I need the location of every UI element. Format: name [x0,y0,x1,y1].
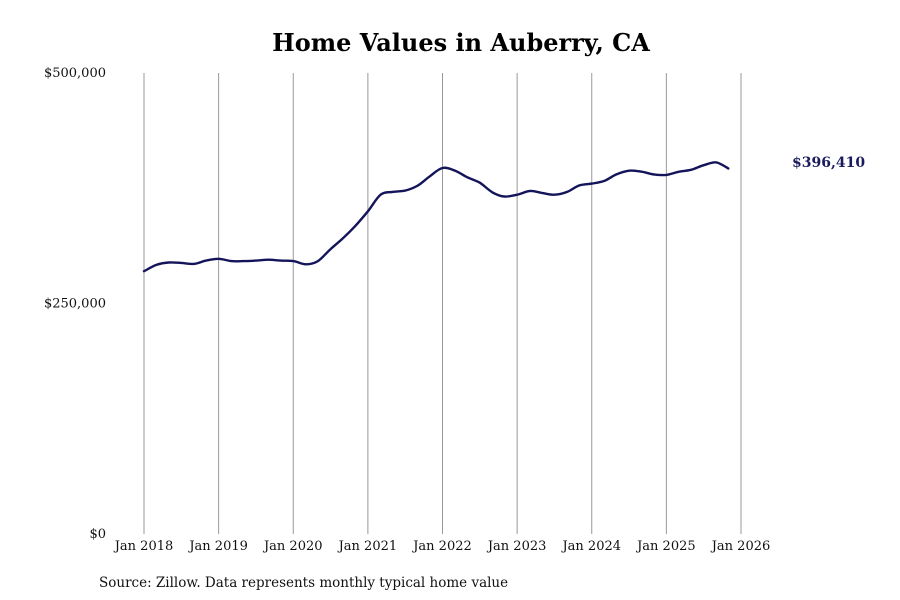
x-tick-label: Jan 2023 [486,539,547,554]
x-tick-label: Jan 2020 [262,539,323,554]
chart-title: Home Values in Auberry, CA [272,28,650,57]
y-axis-ticks: $0 $250,000 $500,000 [44,66,106,542]
source-note: Source: Zillow. Data represents monthly … [99,575,508,591]
x-tick-label: Jan 2022 [411,539,472,554]
x-tick-label: Jan 2025 [635,539,696,554]
x-tick-label: Jan 2026 [710,539,771,554]
series-layer [142,161,730,273]
x-axis-ticks: Jan 2018 Jan 2019 Jan 2020 Jan 2021 Jan 2022… [113,539,771,554]
series-line-0 [142,161,730,273]
y-tick-label: $0 [89,527,106,542]
grid-lines [143,73,742,534]
x-tick-label: Jan 2024 [560,539,621,554]
x-tick-label: Jan 2021 [337,539,398,554]
x-tick-label: Jan 2018 [113,539,174,554]
x-tick-label: Jan 2019 [187,539,248,554]
y-tick-label: $250,000 [44,297,106,312]
last-value-label: $396,410 [792,155,865,171]
y-tick-label: $500,000 [44,66,106,81]
